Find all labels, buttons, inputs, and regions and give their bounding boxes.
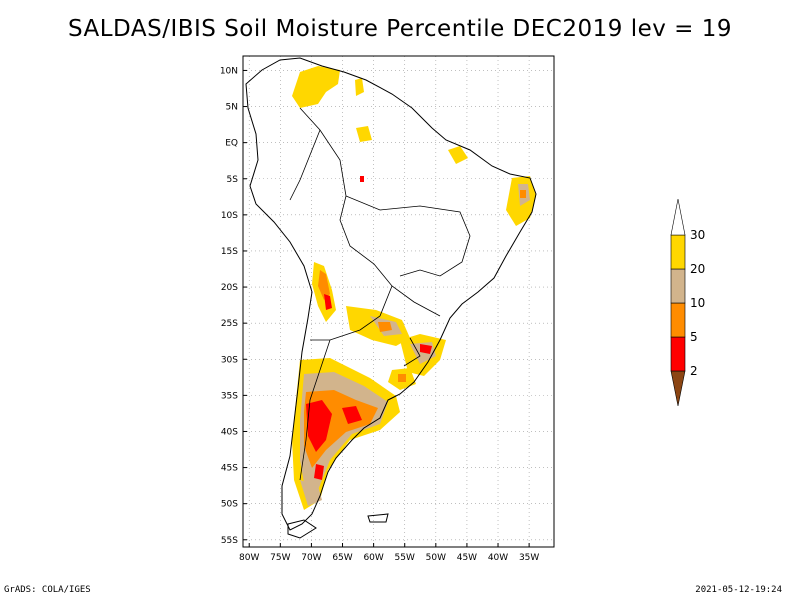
shade-uruguay-orange xyxy=(398,374,406,382)
lat-tick-label: 10N xyxy=(220,66,238,76)
shade-patagonia xyxy=(300,480,322,506)
colorbar-label: 20 xyxy=(690,262,705,276)
colorbar-label: 2 xyxy=(690,364,698,378)
colorbar-label: 5 xyxy=(690,330,698,344)
shade-andes-red xyxy=(324,294,332,310)
lat-tick-label: 45S xyxy=(221,464,238,474)
shade-argentina-red-3 xyxy=(314,464,324,480)
lon-tick-label: 50W xyxy=(426,553,446,563)
colorbar: 2 5 10 20 30 xyxy=(670,198,705,407)
percentile-shading xyxy=(292,66,536,510)
shade-argentina-red xyxy=(306,400,332,452)
coastline xyxy=(245,57,537,539)
shade-ne-coast-orange xyxy=(520,190,526,198)
tierra-del-fuego xyxy=(287,519,317,539)
shade-amazon-red xyxy=(360,176,364,182)
shade-s-brazil-red xyxy=(420,344,432,354)
shade-yellow-north xyxy=(292,66,340,108)
lat-tick-label: 20S xyxy=(221,283,238,293)
lat-tick-label: 30S xyxy=(221,355,238,365)
colorbar-label: 10 xyxy=(690,296,705,310)
south-america-outline xyxy=(245,57,537,531)
longitude-labels: 80W 75W 70W 65W 60W 55W 50W 45W 40W 35W xyxy=(239,553,539,563)
lon-tick-label: 80W xyxy=(239,553,259,563)
lat-tick-label: 40S xyxy=(221,427,238,437)
map-frame xyxy=(242,55,555,548)
lon-tick-label: 40W xyxy=(488,553,508,563)
lat-tick-label: 55S xyxy=(221,536,238,546)
colorbar-box xyxy=(670,336,686,372)
shade-paraguay-orange xyxy=(378,322,392,332)
lat-tick-label: 5S xyxy=(227,175,239,185)
lat-tick-label: 25S xyxy=(221,319,238,329)
lon-tick-label: 70W xyxy=(301,553,321,563)
colorbar-low-triangle xyxy=(670,370,686,407)
lon-tick-label: 35W xyxy=(519,553,539,563)
lat-tick-label: 15S xyxy=(221,247,238,257)
lon-tick-label: 60W xyxy=(363,553,383,563)
shade-argentina-red-2 xyxy=(342,406,362,424)
lon-tick-label: 45W xyxy=(457,553,477,563)
latitude-labels: 10N 5N EQ 5S 10S 15S 20S 25S 30S 35S 40S 45S 50S 55S xyxy=(220,66,238,545)
shade-yellow-ne-brazil xyxy=(448,146,468,164)
colorbar-box xyxy=(670,234,686,270)
lon-tick-label: 75W xyxy=(270,553,290,563)
map-title: SALDAS/IBIS Soil Moisture Percentile DEC… xyxy=(67,16,733,42)
shade-andes-orange xyxy=(318,270,330,300)
colorbar-label: 30 xyxy=(690,228,705,242)
lat-tick-label: 50S xyxy=(221,500,238,510)
colorbar-box xyxy=(670,302,686,338)
lon-tick-label: 65W xyxy=(332,553,352,563)
shade-yellow-guyana xyxy=(356,126,372,142)
country-borders xyxy=(289,107,471,481)
colorbar-box xyxy=(670,268,686,304)
lat-tick-label: 10S xyxy=(221,211,238,221)
shade-yellow-north-2 xyxy=(355,78,364,96)
falkland-islands xyxy=(367,513,389,523)
lat-tick-label: 5N xyxy=(226,103,238,113)
lon-tick-label: 55W xyxy=(395,553,415,563)
timestamp: 2021-05-12-19:24 xyxy=(695,585,782,595)
graticule xyxy=(243,56,554,547)
lat-tick-label: 35S xyxy=(221,391,238,401)
grads-credit: GrADS: COLA/IGES xyxy=(4,585,91,595)
lat-tick-label: EQ xyxy=(225,139,238,149)
colorbar-high-triangle xyxy=(670,198,686,236)
